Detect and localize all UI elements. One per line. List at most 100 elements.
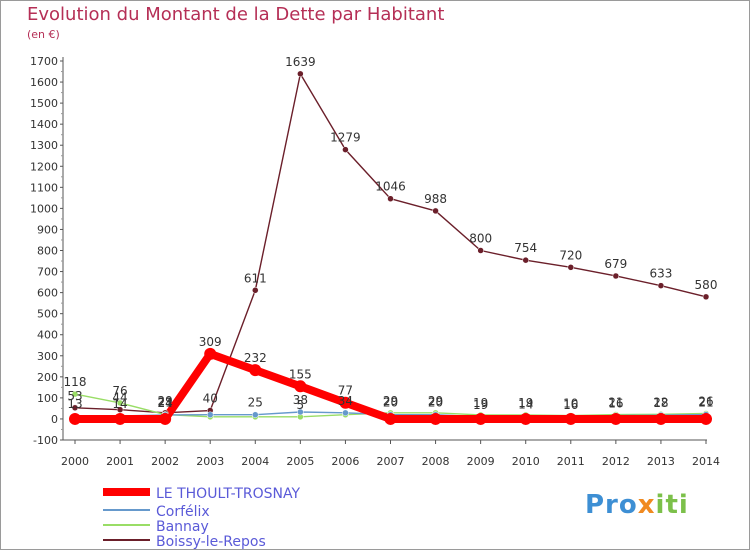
proxiti-logo: Proxiti [585,490,689,520]
chart-title: Evolution du Montant de la Dette par Hab… [27,4,445,25]
data-point [474,412,487,425]
data-point [612,272,620,280]
data-label: 34 [338,394,353,408]
data-point [159,412,172,425]
data-label: 29 [383,394,398,408]
data-point [384,412,397,425]
x-tick-label: 2004 [241,455,269,468]
data-point [567,264,575,271]
data-label: 720 [559,248,582,262]
data-label: 25 [248,396,263,410]
data-label: 38 [293,393,308,407]
data-point [387,195,394,202]
x-tick-label: 2007 [377,455,405,468]
x-tick-label: 2002 [151,455,179,468]
series-line-3 [74,73,707,414]
data-point [297,70,304,78]
y-tick-label: 100 [37,392,58,405]
legend-label: LE THOULT-TROSNAY [156,486,300,502]
y-tick-label: 400 [37,329,58,342]
data-label: 16 [608,397,623,411]
logo-part-iti: iti [655,490,689,520]
y-tick-label: 1600 [30,76,58,89]
data-point [294,380,307,393]
y-tick-label: 700 [37,266,58,279]
data-label: 1279 [330,131,361,145]
data-label: 118 [64,375,87,389]
x-tick-label: 2000 [61,455,89,468]
data-label: 580 [695,278,718,292]
x-tick-label: 2012 [602,455,630,468]
x-tick-label: 2006 [331,455,359,468]
data-label: 40 [203,392,218,406]
data-point [477,247,484,254]
x-tick-label: 2009 [467,455,495,468]
y-tick-label: 900 [37,223,58,236]
legend-label: Bannay [156,519,209,535]
data-label: 76 [112,384,127,398]
data-point [206,411,214,418]
data-label: 988 [424,192,447,206]
data-point [522,256,529,264]
data-point [249,364,262,377]
x-tick-label: 2005 [286,455,314,468]
data-label: 19 [473,396,488,410]
data-label: 29 [428,394,443,408]
data-point [114,412,127,425]
data-label: 26 [698,394,713,408]
data-label: 155 [289,367,312,381]
data-label: 53 [67,389,82,403]
data-label: 1046 [375,180,406,194]
data-point [71,390,79,398]
y-tick-label: 1400 [30,118,58,131]
data-point [700,412,712,425]
chart-subtitle: (en €) [27,28,60,41]
y-tick-label: 1000 [30,202,58,215]
data-label: 19 [473,398,488,412]
data-label: 611 [244,271,267,285]
data-label: 21 [608,396,623,410]
data-point [339,396,352,409]
logo-part-x: x [637,490,656,520]
data-label: 800 [469,232,492,246]
legend: LE THOULT-TROSNAY CorfélixBannayBoissy-le… [103,486,300,550]
data-point [654,412,667,425]
series-points [69,70,712,425]
data-point [71,404,79,412]
x-tick-label: 2001 [106,455,134,468]
y-tick-label: 600 [37,287,58,300]
data-point [609,412,622,425]
legend-label: Corfélix [156,504,210,520]
data-point [657,282,665,289]
y-tick-label: 1300 [30,139,58,152]
data-label: 20 [428,396,443,410]
legend-label: Boissy-le-Repos [156,534,266,550]
axes: -100 0 100 200 300 400 500 600 700 800 900 1000 1100… [30,55,720,468]
data-label: 5 [297,398,305,412]
data-label: 44 [112,391,127,405]
x-tick-label: 2011 [557,455,585,468]
logo-part-pro: Pro [585,490,638,520]
y-tick-label: 1100 [30,181,58,194]
data-label: 77 [338,384,353,398]
data-point [342,146,349,153]
data-label: 19 [518,396,533,410]
data-label: 16 [563,398,578,412]
x-tick-label: 2003 [196,455,224,468]
data-label: 18 [653,396,668,410]
data-label: 309 [199,335,222,349]
series-lines [71,73,710,423]
data-label: 13 [67,397,82,411]
data-label: 10 [563,397,578,411]
data-point [702,293,710,301]
data-label: 14 [112,397,127,411]
y-tick-label: 1700 [30,55,58,68]
x-tick-label: 2008 [422,455,450,468]
data-label: 754 [514,241,537,255]
y-tick-label: 1500 [30,97,58,110]
data-label: 14 [518,398,533,412]
y-tick-label: 1200 [30,160,58,173]
data-point [252,411,259,418]
